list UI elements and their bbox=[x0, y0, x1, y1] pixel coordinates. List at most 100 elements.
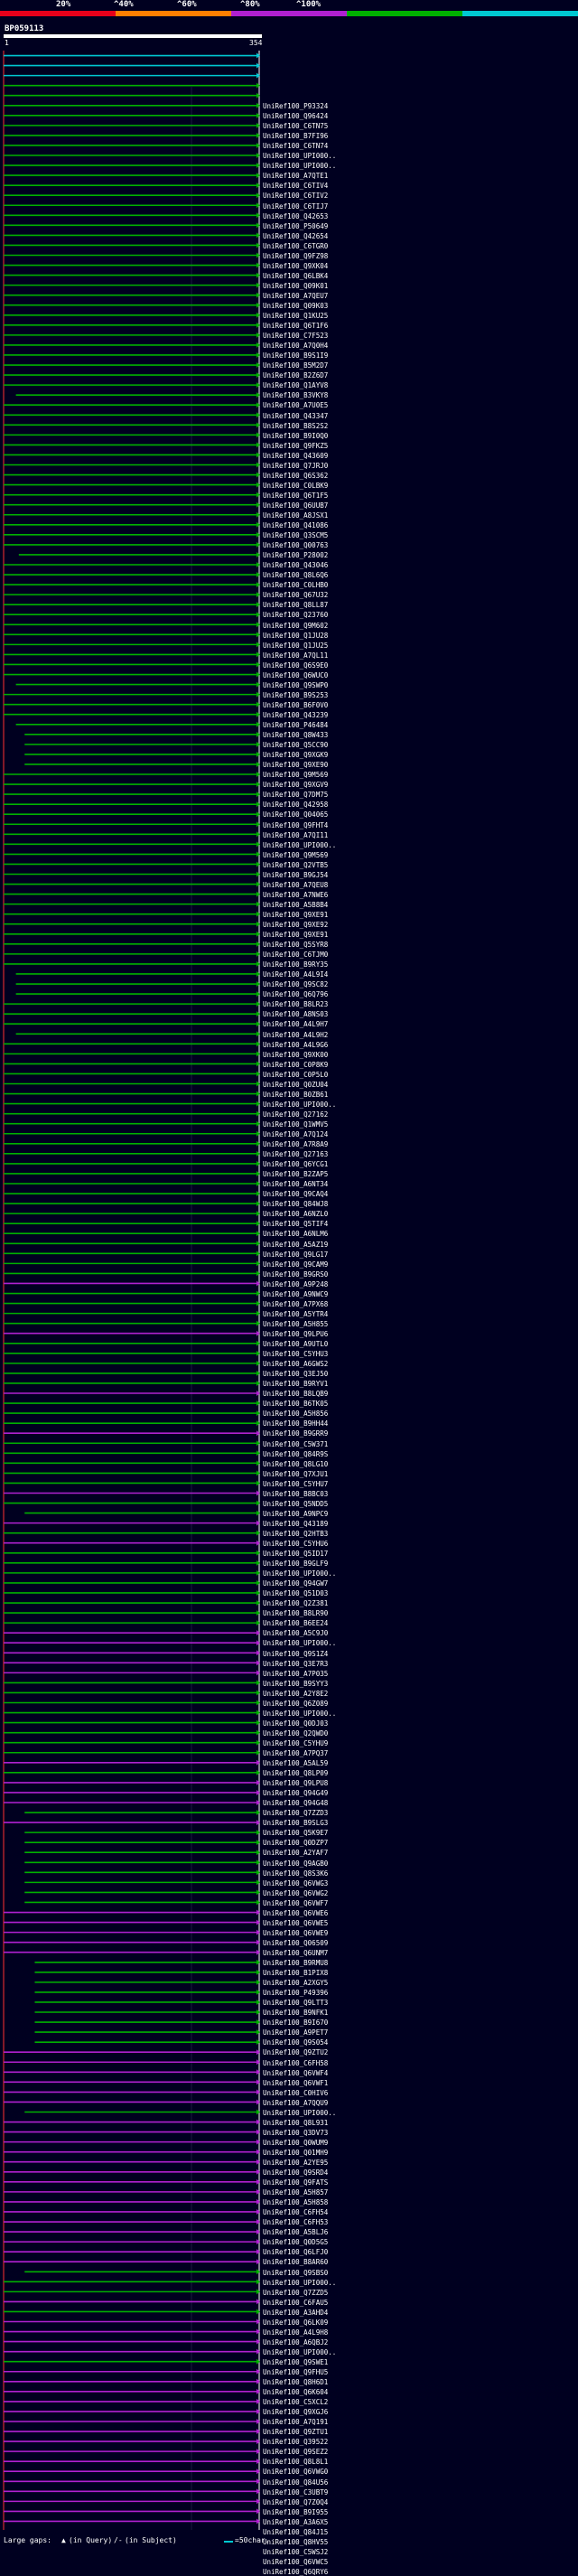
hit-row[interactable]: UniRef100_C5WSJ2 bbox=[0, 2548, 578, 2556]
hit-label[interactable]: UniRef100_Q9FHU5 bbox=[263, 2368, 329, 2376]
hit-row[interactable]: UniRef100_Q94G48 bbox=[0, 1799, 578, 1807]
hit-row[interactable]: UniRef100_C6TN74 bbox=[0, 142, 578, 150]
hit-row[interactable]: UniRef100_C5W371 bbox=[0, 1440, 578, 1448]
hit-label[interactable]: UniRef100_Q8LL87 bbox=[263, 601, 329, 610]
hit-label[interactable]: UniRef100_UPI000.. bbox=[263, 2108, 337, 2117]
hit-row[interactable]: UniRef100_C0P8K9 bbox=[0, 1061, 578, 1069]
hit-row[interactable]: UniRef100_Q9S1Z4 bbox=[0, 1650, 578, 1658]
hit-label[interactable]: UniRef100_B8LR90 bbox=[263, 1609, 329, 1618]
hit-row[interactable]: UniRef100_Q9LG17 bbox=[0, 1251, 578, 1259]
hit-row[interactable]: UniRef100_C5YHU3 bbox=[0, 1350, 578, 1358]
hit-label[interactable]: UniRef100_Q9CAQ4 bbox=[263, 1190, 329, 1199]
hit-label[interactable]: UniRef100_B9HH44 bbox=[263, 1419, 329, 1429]
hit-label[interactable]: UniRef100_Q84U56 bbox=[263, 2478, 329, 2487]
hit-row[interactable]: UniRef100_Q8H6D1 bbox=[0, 2378, 578, 2386]
hit-label[interactable]: UniRef100_Q96424 bbox=[263, 112, 329, 121]
hit-row[interactable]: UniRef100_Q7XJU1 bbox=[0, 1470, 578, 1478]
hit-row[interactable]: UniRef100_Q1AYV8 bbox=[0, 381, 578, 389]
hit-row[interactable]: UniRef100_A5H855 bbox=[0, 1320, 578, 1328]
hit-row[interactable]: UniRef100_A7PQ37 bbox=[0, 1749, 578, 1757]
hit-label[interactable]: UniRef100_A9PET7 bbox=[263, 2028, 329, 2037]
hit-row[interactable]: UniRef100_Q43189 bbox=[0, 1520, 578, 1528]
hit-row[interactable]: UniRef100_A3AHD4 bbox=[0, 2309, 578, 2317]
hit-label[interactable]: UniRef100_A2Y8E2 bbox=[263, 1689, 329, 1698]
hit-label[interactable]: UniRef100_Q6VWF4 bbox=[263, 2068, 329, 2077]
hit-row[interactable]: UniRef100_Q6Z089 bbox=[0, 1700, 578, 1708]
hit-row[interactable]: UniRef100_C0HIV6 bbox=[0, 2089, 578, 2097]
hit-row[interactable]: UniRef100_Q6UUB7 bbox=[0, 501, 578, 510]
hit-row[interactable]: UniRef100_Q9FKZ5 bbox=[0, 442, 578, 450]
hit-row[interactable]: UniRef100_Q5CC90 bbox=[0, 741, 578, 749]
hit-row[interactable]: UniRef100_Q8LL87 bbox=[0, 601, 578, 609]
hit-label[interactable]: UniRef100_Q6VWE5 bbox=[263, 1918, 329, 1927]
hit-label[interactable]: UniRef100_Q6S9E0 bbox=[263, 660, 329, 670]
hit-label[interactable]: UniRef100_Q6LFJ0 bbox=[263, 2248, 329, 2257]
hit-row[interactable]: UniRef100_Q6YCG1 bbox=[0, 1160, 578, 1168]
hit-label[interactable]: UniRef100_Q9XK00 bbox=[263, 1050, 329, 1059]
hit-label[interactable]: UniRef100_A7QQU9 bbox=[263, 2098, 329, 2107]
hit-row[interactable]: UniRef100_Q2QWD0 bbox=[0, 1729, 578, 1738]
hit-label[interactable]: UniRef100_A6NLM6 bbox=[263, 1230, 329, 1239]
hit-row[interactable]: UniRef100_C6TGR0 bbox=[0, 242, 578, 250]
hit-row[interactable]: UniRef100_Q27163 bbox=[0, 1150, 578, 1158]
hit-label[interactable]: UniRef100_Q9M602 bbox=[263, 621, 329, 630]
hit-row[interactable]: UniRef100_Q9XK00 bbox=[0, 1051, 578, 1059]
hit-row[interactable]: UniRef100_Q42958 bbox=[0, 801, 578, 809]
hit-row[interactable]: UniRef100_B0ZB61 bbox=[0, 1091, 578, 1099]
hit-label[interactable]: UniRef100_B9NFK1 bbox=[263, 2009, 329, 2018]
hit-label[interactable]: UniRef100_A7QTE1 bbox=[263, 172, 329, 181]
hit-row[interactable]: UniRef100_Q8LP09 bbox=[0, 1769, 578, 1777]
hit-label[interactable]: UniRef100_UPI000.. bbox=[263, 1639, 337, 1648]
hit-label[interactable]: UniRef100_UPI000.. bbox=[263, 162, 337, 171]
hit-row[interactable]: UniRef100_B9GLF9 bbox=[0, 1560, 578, 1568]
hit-row[interactable]: UniRef100_B2Z6D7 bbox=[0, 371, 578, 379]
hit-label[interactable]: UniRef100_Q0ZU04 bbox=[263, 1080, 329, 1089]
hit-row[interactable]: UniRef100_Q1JU25 bbox=[0, 642, 578, 650]
hit-row[interactable]: UniRef100_C5YHU6 bbox=[0, 1540, 578, 1548]
hit-row[interactable]: UniRef100_Q42653 bbox=[0, 212, 578, 220]
hit-row[interactable]: UniRef100_B3VKY8 bbox=[0, 391, 578, 399]
hit-label[interactable]: UniRef100_A4L9G6 bbox=[263, 1040, 329, 1049]
hit-label[interactable]: UniRef100_Q42653 bbox=[263, 211, 329, 220]
hit-row[interactable]: UniRef100_C7F523 bbox=[0, 332, 578, 340]
hit-row[interactable]: UniRef100_UPI000.. bbox=[0, 1569, 578, 1578]
hit-label[interactable]: UniRef100_C0LHB0 bbox=[263, 581, 329, 590]
hit-label[interactable]: UniRef100_A6NT34 bbox=[263, 1180, 329, 1189]
hit-label[interactable]: UniRef100_Q6VWE9 bbox=[263, 1928, 329, 1937]
hit-label[interactable]: UniRef100_Q9XK04 bbox=[263, 261, 329, 270]
hit-label[interactable]: UniRef100_UPI000.. bbox=[263, 1709, 337, 1718]
hit-label[interactable]: UniRef100_B2Z6D7 bbox=[263, 371, 329, 380]
hit-label[interactable]: UniRef100_Q9M569 bbox=[263, 771, 329, 780]
hit-row[interactable]: UniRef100_Q1JU28 bbox=[0, 632, 578, 640]
hit-row[interactable]: UniRef100_Q6VWF7 bbox=[0, 1899, 578, 1907]
hit-label[interactable]: UniRef100_Q51D03 bbox=[263, 1589, 329, 1598]
hit-label[interactable]: UniRef100_B9RY35 bbox=[263, 960, 329, 970]
hit-label[interactable]: UniRef100_Q67U32 bbox=[263, 591, 329, 600]
hit-row[interactable]: UniRef100_A7QTE1 bbox=[0, 172, 578, 180]
hit-label[interactable]: UniRef100_Q3SCM5 bbox=[263, 531, 329, 540]
hit-row[interactable]: UniRef100_B6F0V0 bbox=[0, 701, 578, 709]
hit-row[interactable]: UniRef100_Q8L8L1 bbox=[0, 2458, 578, 2466]
hit-row[interactable]: UniRef100_Q9CAM9 bbox=[0, 1260, 578, 1269]
hit-label[interactable]: UniRef100_A7Q191 bbox=[263, 2418, 329, 2427]
hit-label[interactable]: UniRef100_Q5ID17 bbox=[263, 1550, 329, 1559]
hit-label[interactable]: UniRef100_C0P5L0 bbox=[263, 1070, 329, 1079]
hit-row[interactable]: UniRef100_C5XCL2 bbox=[0, 2398, 578, 2406]
hit-row[interactable]: UniRef100_Q41086 bbox=[0, 521, 578, 529]
hit-label[interactable]: UniRef100_A6GWS2 bbox=[263, 1360, 329, 1369]
hit-row[interactable]: UniRef100_Q0WUM9 bbox=[0, 2139, 578, 2147]
hit-row[interactable]: UniRef100_A7P035 bbox=[0, 1670, 578, 1678]
hit-row[interactable]: UniRef100_Q23760 bbox=[0, 611, 578, 619]
hit-row[interactable]: UniRef100_Q6VWE9 bbox=[0, 1929, 578, 1937]
hit-row[interactable]: UniRef100_Q01MH9 bbox=[0, 2149, 578, 2157]
hit-label[interactable]: UniRef100_B0ZB61 bbox=[263, 1090, 329, 1099]
hit-row[interactable]: UniRef100_A8NS03 bbox=[0, 1010, 578, 1018]
hit-row[interactable]: UniRef100_Q2Z381 bbox=[0, 1599, 578, 1607]
hit-row[interactable]: UniRef100_A4L9G6 bbox=[0, 1041, 578, 1049]
hit-label[interactable]: UniRef100_Q7ZZD5 bbox=[263, 2288, 329, 2297]
hit-row[interactable]: UniRef100_Q00763 bbox=[0, 541, 578, 549]
hit-label[interactable]: UniRef100_Q5TIF4 bbox=[263, 1220, 329, 1229]
hit-label[interactable]: UniRef100_A6QBJ2 bbox=[263, 2337, 329, 2347]
hit-row[interactable]: UniRef100_P50649 bbox=[0, 222, 578, 230]
hit-row[interactable]: UniRef100_P28002 bbox=[0, 551, 578, 559]
